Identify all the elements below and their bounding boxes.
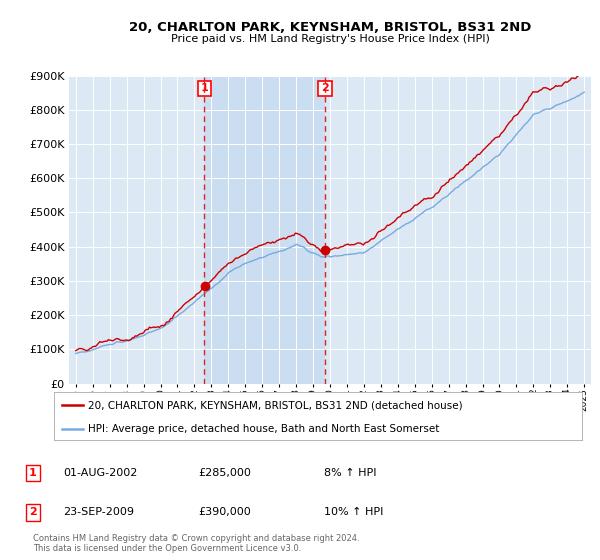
Text: Contains HM Land Registry data © Crown copyright and database right 2024.
This d: Contains HM Land Registry data © Crown c… — [33, 534, 359, 553]
Text: £390,000: £390,000 — [198, 507, 251, 517]
Text: HPI: Average price, detached house, Bath and North East Somerset: HPI: Average price, detached house, Bath… — [88, 424, 440, 434]
Text: 8% ↑ HPI: 8% ↑ HPI — [324, 468, 377, 478]
Text: 23-SEP-2009: 23-SEP-2009 — [63, 507, 134, 517]
Text: 20, CHARLTON PARK, KEYNSHAM, BRISTOL, BS31 2ND: 20, CHARLTON PARK, KEYNSHAM, BRISTOL, BS… — [129, 21, 531, 34]
Text: 10% ↑ HPI: 10% ↑ HPI — [324, 507, 383, 517]
Text: 1: 1 — [200, 83, 208, 94]
Text: 2: 2 — [321, 83, 329, 94]
Text: £285,000: £285,000 — [198, 468, 251, 478]
Text: 1: 1 — [29, 468, 37, 478]
Text: Price paid vs. HM Land Registry's House Price Index (HPI): Price paid vs. HM Land Registry's House … — [170, 34, 490, 44]
Text: 2: 2 — [29, 507, 37, 517]
Bar — [204, 76, 325, 384]
Text: 01-AUG-2002: 01-AUG-2002 — [63, 468, 137, 478]
Text: 20, CHARLTON PARK, KEYNSHAM, BRISTOL, BS31 2ND (detached house): 20, CHARLTON PARK, KEYNSHAM, BRISTOL, BS… — [88, 400, 463, 410]
